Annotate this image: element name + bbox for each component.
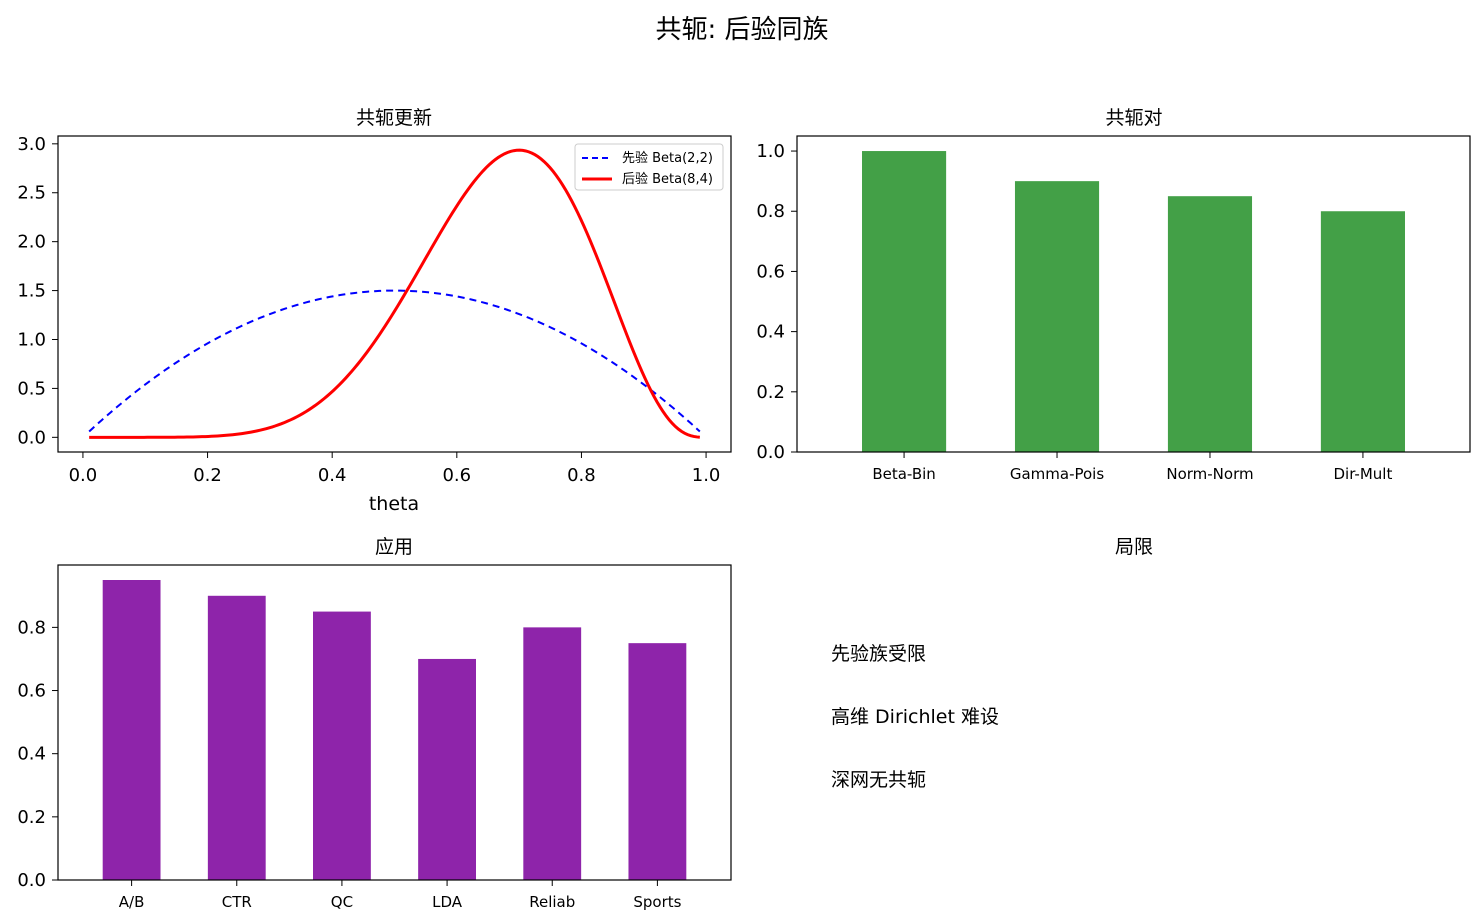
apps-x-tick-label: LDA [432,893,463,911]
pairs-axes-frame [796,135,1471,453]
update-y-tick-label: 2.0 [17,232,46,253]
limit-item: 先验族受限 [831,643,926,665]
update-x-tick-label: 0.8 [567,465,596,486]
pairs-y-tick-label: 0.8 [756,201,785,222]
pairs-y-tick-label: 0.2 [756,382,785,403]
apps-x-tick-label: A/B [119,893,145,911]
update-y-tick-label: 3.0 [17,134,46,155]
pairs-x-tick-label: Gamma-Pois [1010,465,1104,483]
limitations-panel: 局限 先验族受限 高维 Dirichlet 难设 深网无共轭 [831,536,1153,791]
update-y-tick-label: 0.5 [17,378,46,399]
apps-bar [628,643,687,880]
apps-axes-frame [57,564,732,881]
pairs-x-tick-label: Beta-Bin [872,465,935,483]
apps-x-tick-label: Reliab [529,893,575,911]
update-x-tick-label: 0.0 [69,465,98,486]
posterior-curve [89,148,700,439]
limit-item: 高维 Dirichlet 难设 [831,706,999,728]
pairs-y-tick-label: 0.0 [756,442,785,463]
pairs-bar [1014,181,1100,452]
update-x-tick-label: 0.6 [442,465,471,486]
legend-prior-label: 先验 Beta(2,2) [622,150,713,166]
apps-bar [313,611,371,880]
apps-x-tick-label: CTR [222,893,252,911]
legend-posterior-label: 后验 Beta(8,4) [622,171,713,187]
apps-y-tick-label: 0.0 [17,870,46,891]
update-y-tick-label: 0.0 [17,427,46,448]
limit-item: 深网无共轭 [831,769,926,791]
pairs-bar [1167,196,1253,452]
update-x-tick-label: 1.0 [692,465,721,486]
figure-title: 共轭: 后验同族 [655,15,828,45]
update-y-tick-label: 2.5 [17,183,46,204]
update-xlabel: theta [369,493,419,515]
apps-y-tick-label: 0.4 [17,744,46,765]
update-title: 共轭更新 [356,107,432,129]
pairs-bar [862,151,947,453]
pairs-title: 共轭对 [1105,107,1162,129]
pairs-bar [1320,211,1405,452]
pairs-y-tick-label: 1.0 [756,141,785,162]
update-y-tick-label: 1.5 [17,281,46,302]
update-y-tick-label: 1.0 [17,329,46,350]
conjugate-update-panel: 共轭更新 0.0 0.2 0.4 0.6 0.8 1.0 0.0 0.5 1.0 1.5 2.0 2… [17,107,732,515]
update-x-tick-label: 0.4 [318,465,347,486]
apps-bar [102,580,161,880]
apps-bar [207,595,266,880]
applications-panel: 应用 A/B CTR QC LDA Reliab Sports 0.0 0.2 0.4 0.6 0… [17,536,732,911]
apps-y-tick-label: 0.8 [17,617,46,638]
apps-y-tick-label: 0.6 [17,681,46,702]
pairs-x-tick-label: Dir-Mult [1334,465,1393,483]
update-legend: 先验 Beta(2,2) 后验 Beta(8,4) [574,143,724,191]
limits-title: 局限 [1115,536,1153,558]
apps-x-tick-label: QC [331,893,353,911]
apps-bar [418,658,476,880]
pairs-y-tick-label: 0.6 [756,261,785,282]
conjugate-pairs-panel: 共轭对 Beta-Bin Gamma-Pois Norm-Norm Dir-Mult … [756,107,1471,483]
update-axes-frame [57,135,732,453]
update-x-tick-label: 0.2 [193,465,222,486]
apps-x-tick-label: Sports [633,893,681,911]
apps-bar [523,627,582,880]
apps-title: 应用 [375,536,413,558]
apps-y-tick-label: 0.2 [17,807,46,828]
pairs-y-tick-label: 0.4 [756,322,785,343]
pairs-x-tick-label: Norm-Norm [1166,465,1253,483]
